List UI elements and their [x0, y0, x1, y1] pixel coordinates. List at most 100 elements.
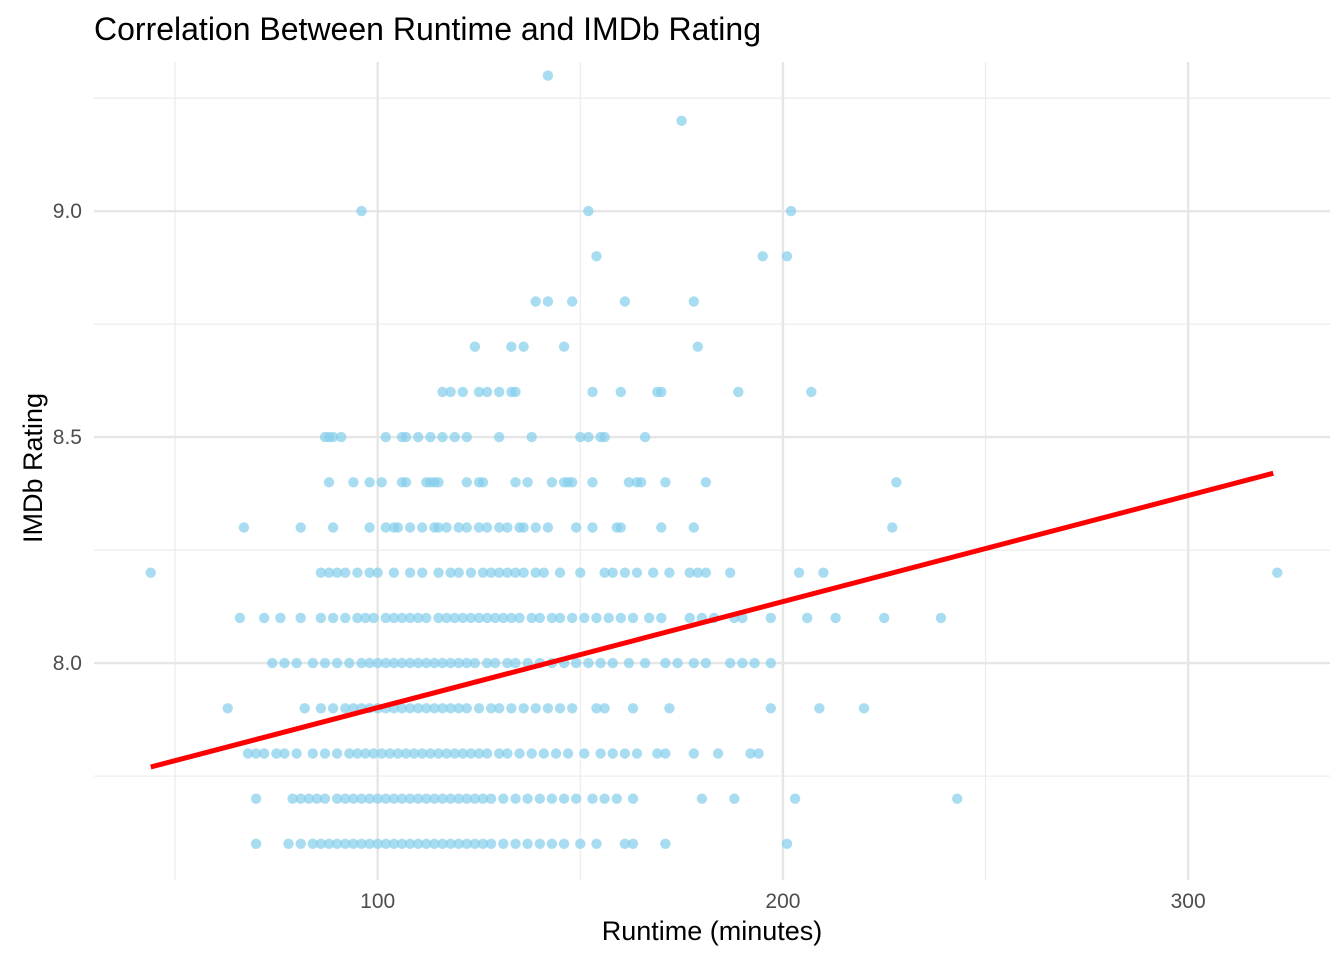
y-tick-label: 9.0 [53, 200, 82, 223]
data-point [1272, 567, 1283, 578]
data-point [331, 657, 343, 669]
data-point [546, 477, 558, 488]
data-point [441, 522, 452, 533]
trendline-group [150, 470, 1274, 770]
data-point [757, 251, 768, 262]
data-point [250, 838, 262, 849]
data-point [473, 748, 485, 759]
data-point [619, 748, 631, 759]
data-point [413, 657, 424, 669]
data-point [591, 251, 602, 262]
data-point [437, 703, 448, 714]
data-point [571, 522, 582, 533]
data-point [567, 296, 578, 307]
data-point [603, 612, 614, 624]
data-point [688, 657, 699, 669]
data-point [639, 431, 651, 443]
data-point [291, 657, 302, 669]
x-tick-label: 200 [765, 890, 800, 913]
data-point [473, 703, 485, 714]
data-point [793, 567, 805, 578]
data-point [295, 612, 306, 624]
data-point [445, 567, 456, 578]
data-point [465, 748, 477, 759]
data-point [331, 793, 343, 804]
data-point [692, 341, 703, 352]
data-point [433, 477, 444, 488]
data-point [485, 703, 497, 714]
data-point [441, 612, 452, 624]
data-point [765, 657, 776, 669]
data-point [481, 657, 493, 669]
data-point [562, 748, 574, 759]
data-point [461, 703, 472, 714]
data-point [477, 838, 489, 849]
data-point [526, 748, 537, 759]
data-point [404, 657, 416, 669]
data-point [323, 838, 335, 849]
data-point [534, 612, 545, 624]
data-point [356, 838, 367, 849]
data-point [222, 703, 233, 714]
data-point [530, 522, 541, 533]
data-point [477, 793, 489, 804]
data-point [534, 793, 545, 804]
data-point [664, 703, 675, 714]
data-point [437, 793, 448, 804]
y-tick-label: 8.0 [53, 652, 82, 675]
data-point [542, 70, 554, 81]
data-point [567, 612, 578, 624]
data-point [712, 748, 724, 759]
data-point [429, 838, 440, 849]
data-point [445, 703, 456, 714]
data-point [368, 612, 379, 624]
data-point [806, 386, 817, 398]
data-point [356, 793, 367, 804]
data-point [814, 703, 825, 714]
data-point [660, 838, 671, 849]
data-point [145, 567, 156, 578]
data-point [372, 793, 383, 804]
data-point [299, 703, 310, 714]
data-point [518, 522, 529, 533]
data-point [315, 612, 327, 624]
data-point [599, 703, 610, 714]
data-point [453, 657, 464, 669]
data-point [445, 657, 456, 669]
data-point [323, 567, 335, 578]
data-point [587, 793, 598, 804]
data-point [380, 522, 391, 533]
data-points [145, 70, 1283, 849]
data-point [413, 793, 424, 804]
data-point [445, 386, 456, 398]
data-point [348, 477, 359, 488]
data-point [396, 703, 408, 714]
data-point [567, 477, 578, 488]
data-point [425, 748, 436, 759]
data-point [506, 612, 517, 624]
data-point [449, 612, 460, 624]
data-point [453, 567, 464, 578]
data-point [396, 793, 408, 804]
data-point [514, 748, 525, 759]
data-point [404, 793, 416, 804]
data-point [340, 612, 351, 624]
data-point [457, 748, 468, 759]
y-axis-title: IMDb Rating [18, 393, 48, 543]
data-point [567, 703, 578, 714]
data-point [287, 793, 298, 804]
data-point [380, 838, 391, 849]
data-point [656, 386, 667, 398]
data-point [753, 748, 764, 759]
x-axis-title: Runtime (minutes) [602, 916, 823, 946]
data-point [639, 657, 651, 669]
data-point [587, 477, 598, 488]
data-point [352, 748, 363, 759]
data-point [765, 703, 776, 714]
data-point [599, 793, 610, 804]
data-point [785, 205, 797, 217]
data-point [360, 748, 371, 759]
data-point [473, 612, 485, 624]
data-point [388, 612, 400, 624]
data-point [311, 793, 323, 804]
